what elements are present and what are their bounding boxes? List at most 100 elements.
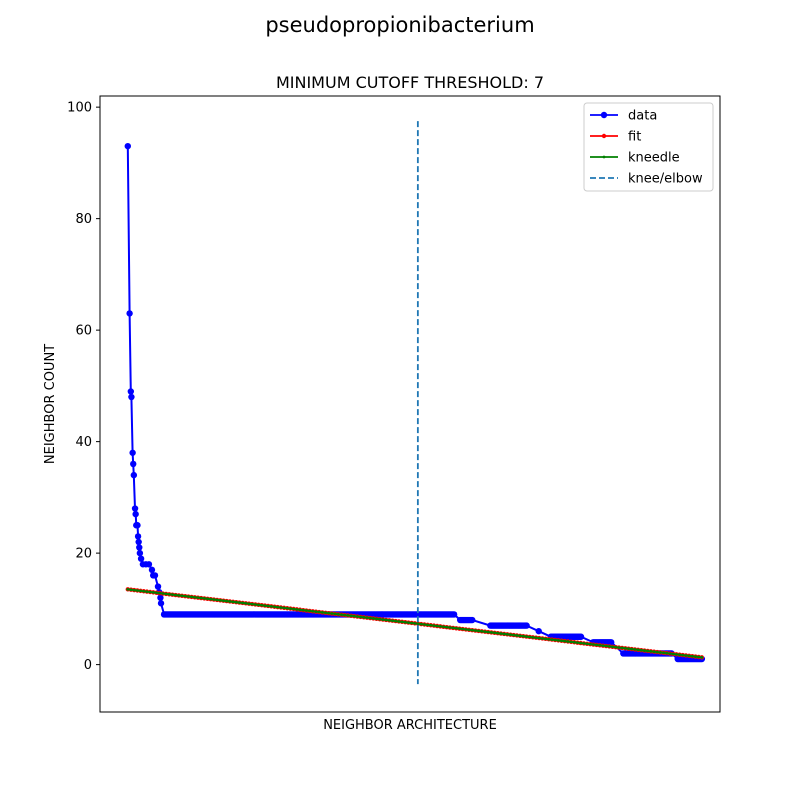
data-point [646,649,650,653]
data-point [611,645,614,649]
data-point [368,616,372,620]
data-point [550,638,554,642]
data-point [483,630,487,634]
data-point [154,583,162,590]
data-point [454,626,458,630]
y-axis-label: NEIGHBOR COUNT [43,344,58,464]
data-point [416,622,420,626]
data-point [202,597,206,600]
data-point [135,589,139,592]
data-point [528,635,532,639]
data-point [423,623,426,626]
data-point [180,594,184,598]
data-point-run [186,611,251,618]
figure-suptitle: pseudopropionibacterium [265,13,534,37]
data-point [541,637,544,640]
data-point [678,653,681,657]
data-point [531,635,535,639]
data-point [397,620,401,623]
data-point-run [397,611,433,618]
data-point [285,606,289,610]
data-point [617,646,621,649]
data-point [684,654,688,657]
data-point [407,621,410,625]
legend-entry: fit [590,130,641,145]
y-tick-label: 80 [75,212,92,227]
data-point [308,609,311,613]
data-point [413,621,417,625]
data-point [461,627,465,631]
data-point-run [518,622,529,629]
data-point [130,460,137,468]
data-point [145,561,153,568]
data-point [282,606,286,610]
data-point [442,625,445,629]
data-point [687,654,691,658]
data-point [674,652,678,656]
data-point [135,538,142,546]
data-point [394,619,398,623]
data-point-run [566,633,584,640]
data-point [209,597,213,601]
data-point-run [161,611,191,618]
data-point [601,644,605,648]
data-point [244,601,248,605]
data-point [643,649,646,652]
data-point [289,607,292,611]
data-point [630,647,634,651]
data-point [655,650,659,654]
data-point [400,620,404,624]
data-point [276,605,280,609]
data-point [304,609,308,612]
data-point [336,612,340,616]
data-point [560,639,563,643]
data-point [260,603,264,607]
data-point [486,630,490,634]
data-point [365,616,369,620]
data-point [467,616,475,624]
data-point [183,594,187,598]
data-point [410,621,414,625]
data-point [649,649,653,653]
plot-area [124,121,706,685]
legend-marker [600,111,608,119]
data-point [477,629,481,633]
data-point [563,639,567,643]
data-point [314,610,318,614]
data-point [636,648,640,652]
legend-label: fit [628,130,641,145]
data-point [273,605,276,609]
data-point [225,599,229,603]
data-point [588,642,592,646]
data-point [241,601,245,605]
data-point [136,549,144,557]
data-point [279,606,283,609]
data-point [324,611,327,615]
data-point [521,634,525,638]
data-point [157,594,164,601]
data-point [614,645,618,649]
data-point [132,588,136,592]
data-point [518,634,522,638]
data-point [155,591,158,595]
data-point [222,599,225,603]
data-point [606,639,614,646]
data-point [129,449,136,456]
data-point [295,607,299,611]
data-point [127,388,135,395]
data-point [148,590,152,594]
data-point [158,591,162,595]
data-point [458,627,461,631]
data-point [212,598,216,601]
data-point [505,632,509,636]
data-point [534,636,538,640]
data-point [598,643,602,647]
data-point [177,594,181,597]
data-point [311,609,315,613]
data-point [174,593,178,597]
data-point [359,615,363,619]
legend-box [583,102,714,192]
data-point [694,655,697,659]
data-point [537,636,541,640]
